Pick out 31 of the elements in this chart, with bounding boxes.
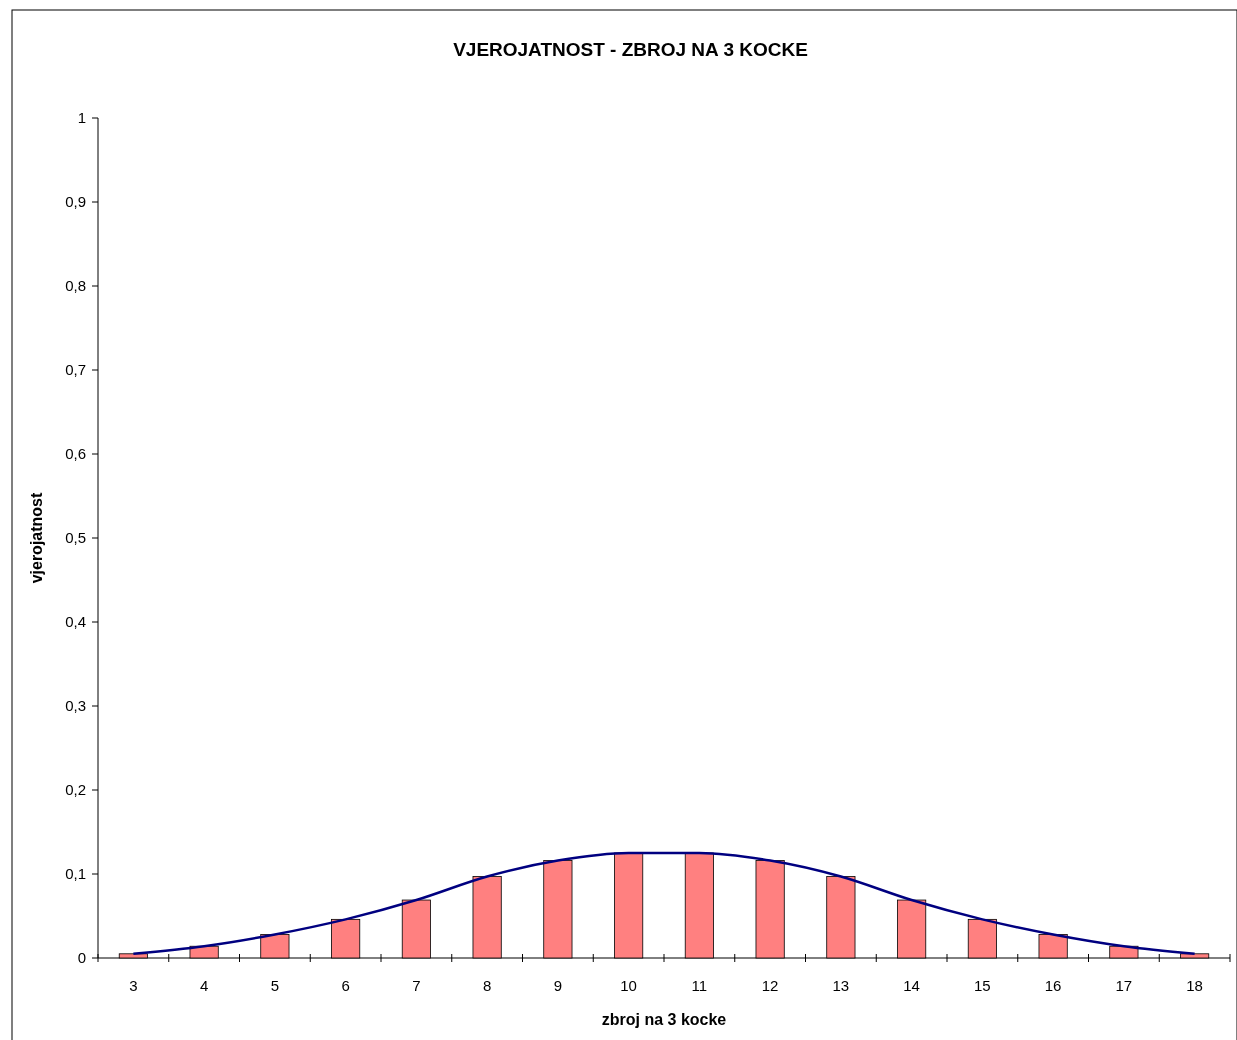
x-tick-label: 3 — [129, 977, 138, 994]
x-tick-label: 12 — [761, 977, 779, 994]
x-tick-label: 11 — [691, 977, 708, 994]
y-tick-label: 1 — [77, 109, 86, 126]
x-tick-label: 6 — [341, 977, 350, 994]
y-tick-label: 0,2 — [65, 781, 86, 798]
y-axis-title: vjerojatnost — [28, 491, 45, 584]
x-tick-label: 8 — [482, 977, 492, 994]
y-tick-label: 0,5 — [65, 529, 86, 546]
line-series — [132, 851, 1196, 956]
x-tick-label: 16 — [1044, 977, 1062, 994]
y-tick-label: 0,4 — [65, 613, 86, 630]
y-tick-label: 0,8 — [65, 277, 86, 294]
chart-title: VJEROJATNOST - ZBROJ NA 3 KOCKE — [453, 39, 808, 60]
x-tick-label: 4 — [199, 977, 209, 994]
x-tick-label: 14 — [903, 977, 920, 994]
y-tick-label: 0,7 — [65, 361, 86, 378]
x-tick-label: 5 — [270, 977, 280, 994]
x-tick-label: 15 — [974, 977, 991, 994]
x-tick-label: 13 — [832, 977, 850, 994]
y-tick-label: 0,3 — [65, 697, 86, 714]
y-tick-label: 0,9 — [65, 193, 86, 210]
x-tick-label: 10 — [620, 977, 637, 994]
x-tick-label: 17 — [1115, 977, 1133, 994]
x-axis-title: zbroj na 3 kocke — [601, 1011, 727, 1028]
x-tick-label: 9 — [553, 977, 563, 994]
y-tick-label: 0 — [77, 949, 86, 966]
x-tick-label: 7 — [412, 977, 421, 994]
y-tick-label: 0,6 — [65, 445, 86, 462]
y-tick-label: 0,1 — [65, 865, 86, 882]
x-tick-label: 18 — [1186, 977, 1203, 994]
